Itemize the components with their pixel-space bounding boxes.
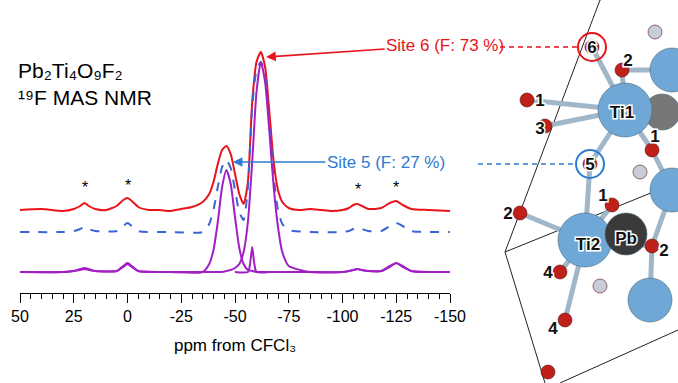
svg-text:*: * — [125, 177, 131, 194]
svg-text:50: 50 — [11, 308, 29, 325]
svg-text:2: 2 — [659, 241, 668, 260]
svg-text:Site 6 (F: 73 %): Site 6 (F: 73 %) — [386, 36, 504, 55]
svg-text:-125: -125 — [380, 308, 412, 325]
svg-text:Ti1: Ti1 — [610, 103, 634, 122]
svg-text:Site 5 (F: 27 %): Site 5 (F: 27 %) — [327, 153, 445, 172]
svg-text:Ti2: Ti2 — [576, 235, 600, 254]
svg-text:4: 4 — [548, 319, 558, 338]
svg-text:6: 6 — [587, 38, 596, 57]
svg-text:Pb: Pb — [615, 229, 637, 248]
svg-text:2: 2 — [503, 204, 512, 223]
svg-text:25: 25 — [65, 308, 83, 325]
svg-text:5: 5 — [585, 155, 594, 174]
svg-text:*: * — [82, 179, 88, 196]
svg-text:2: 2 — [623, 51, 632, 70]
svg-text:*: * — [393, 179, 399, 196]
svg-text:Pb₂Ti₄O₉F₂¹⁹F MAS NMR: Pb₂Ti₄O₉F₂¹⁹F MAS NMR — [18, 59, 152, 109]
svg-text:-50: -50 — [223, 308, 246, 325]
svg-text:4: 4 — [543, 263, 553, 282]
svg-text:-75: -75 — [277, 308, 300, 325]
svg-text:-100: -100 — [326, 308, 358, 325]
svg-text:1: 1 — [650, 127, 659, 146]
svg-text:*: * — [355, 181, 361, 198]
svg-text:ppm from CFCl₃: ppm from CFCl₃ — [174, 336, 296, 355]
svg-text:-150: -150 — [434, 308, 466, 325]
svg-text:-25: -25 — [170, 308, 193, 325]
svg-text:1: 1 — [535, 91, 544, 110]
svg-text:3: 3 — [535, 119, 544, 138]
svg-text:0: 0 — [123, 308, 132, 325]
svg-text:1: 1 — [598, 186, 607, 205]
